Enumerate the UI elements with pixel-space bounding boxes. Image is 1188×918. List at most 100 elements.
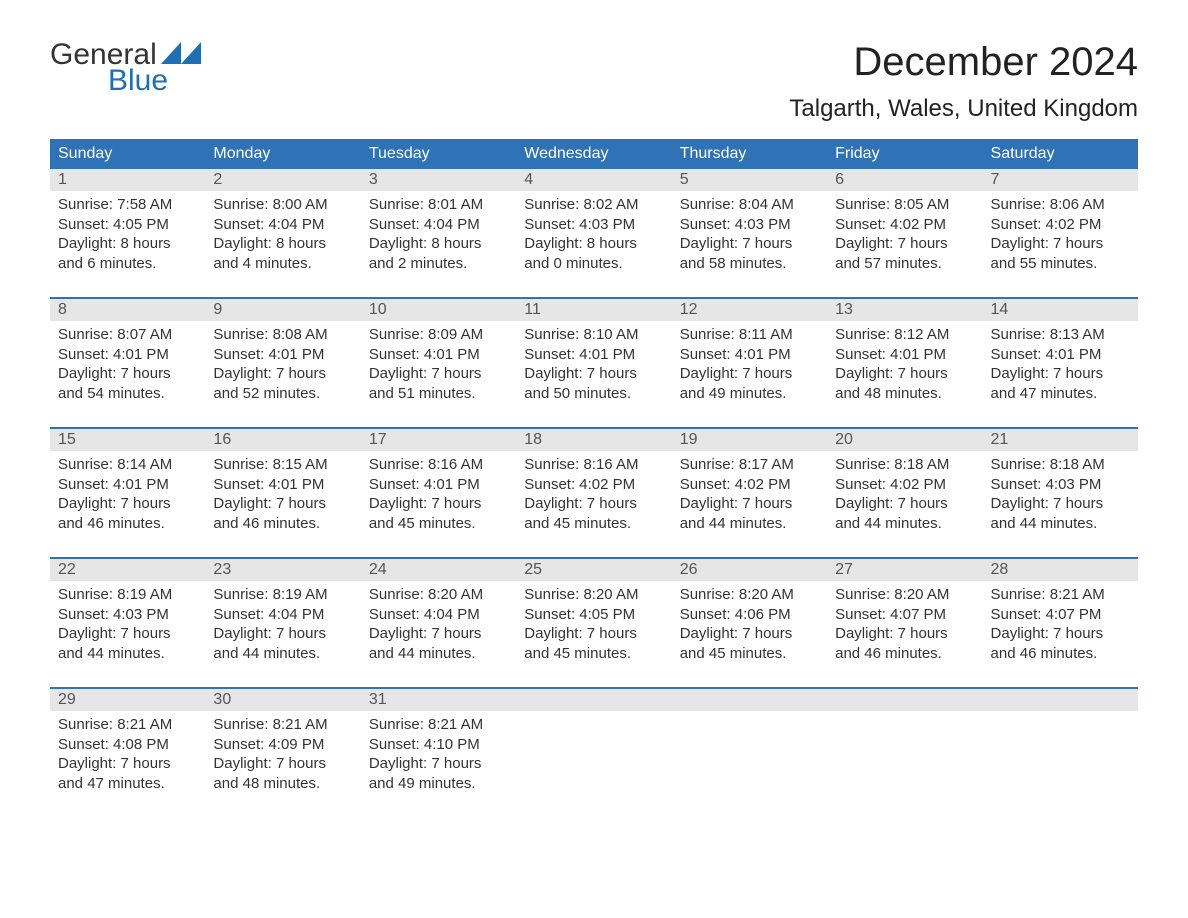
day-number: 28: [983, 559, 1138, 581]
sunset-text: Sunset: 4:01 PM: [213, 345, 352, 365]
daylight-line1: Daylight: 7 hours: [835, 494, 974, 514]
calendar-day: 31Sunrise: 8:21 AMSunset: 4:10 PMDayligh…: [361, 689, 516, 817]
daylight-line1: Daylight: 7 hours: [835, 234, 974, 254]
sunrise-text: Sunrise: 8:17 AM: [680, 455, 819, 475]
sunrise-text: Sunrise: 8:12 AM: [835, 325, 974, 345]
daylight-line1: Daylight: 7 hours: [835, 364, 974, 384]
sunset-text: Sunset: 4:03 PM: [680, 215, 819, 235]
sunrise-text: Sunrise: 8:18 AM: [991, 455, 1130, 475]
calendar-day: 20Sunrise: 8:18 AMSunset: 4:02 PMDayligh…: [827, 429, 982, 557]
calendar-day: 25Sunrise: 8:20 AMSunset: 4:05 PMDayligh…: [516, 559, 671, 687]
sunrise-text: Sunrise: 8:09 AM: [369, 325, 508, 345]
sunrise-text: Sunrise: 8:20 AM: [524, 585, 663, 605]
calendar-day: 11Sunrise: 8:10 AMSunset: 4:01 PMDayligh…: [516, 299, 671, 427]
sunrise-text: Sunrise: 8:19 AM: [58, 585, 197, 605]
sunset-text: Sunset: 4:05 PM: [58, 215, 197, 235]
calendar-day: 12Sunrise: 8:11 AMSunset: 4:01 PMDayligh…: [672, 299, 827, 427]
day-number: 12: [672, 299, 827, 321]
sunset-text: Sunset: 4:08 PM: [58, 735, 197, 755]
day-body: [516, 711, 671, 791]
day-body: Sunrise: 8:17 AMSunset: 4:02 PMDaylight:…: [672, 451, 827, 549]
day-number: 13: [827, 299, 982, 321]
daylight-line1: Daylight: 7 hours: [991, 234, 1130, 254]
day-body: Sunrise: 8:21 AMSunset: 4:08 PMDaylight:…: [50, 711, 205, 809]
day-body: Sunrise: 8:16 AMSunset: 4:02 PMDaylight:…: [516, 451, 671, 549]
title-block: December 2024 Talgarth, Wales, United Ki…: [789, 40, 1138, 133]
sunset-text: Sunset: 4:01 PM: [58, 475, 197, 495]
sunrise-text: Sunrise: 8:19 AM: [213, 585, 352, 605]
daylight-line1: Daylight: 7 hours: [680, 234, 819, 254]
sunset-text: Sunset: 4:02 PM: [835, 475, 974, 495]
day-number: [672, 689, 827, 711]
daylight-line2: and 45 minutes.: [680, 644, 819, 664]
day-number: 31: [361, 689, 516, 711]
day-body: Sunrise: 8:15 AMSunset: 4:01 PMDaylight:…: [205, 451, 360, 549]
calendar-day: 18Sunrise: 8:16 AMSunset: 4:02 PMDayligh…: [516, 429, 671, 557]
daylight-line1: Daylight: 7 hours: [524, 364, 663, 384]
day-body: Sunrise: 8:04 AMSunset: 4:03 PMDaylight:…: [672, 191, 827, 289]
sunrise-text: Sunrise: 8:13 AM: [991, 325, 1130, 345]
day-number: [516, 689, 671, 711]
sunset-text: Sunset: 4:01 PM: [369, 345, 508, 365]
day-body: Sunrise: 8:06 AMSunset: 4:02 PMDaylight:…: [983, 191, 1138, 289]
day-body: Sunrise: 8:10 AMSunset: 4:01 PMDaylight:…: [516, 321, 671, 419]
sunset-text: Sunset: 4:03 PM: [58, 605, 197, 625]
daylight-line2: and 46 minutes.: [991, 644, 1130, 664]
calendar-day: 3Sunrise: 8:01 AMSunset: 4:04 PMDaylight…: [361, 169, 516, 297]
daylight-line2: and 49 minutes.: [369, 774, 508, 794]
day-number: 15: [50, 429, 205, 451]
day-body: Sunrise: 8:09 AMSunset: 4:01 PMDaylight:…: [361, 321, 516, 419]
day-body: Sunrise: 8:12 AMSunset: 4:01 PMDaylight:…: [827, 321, 982, 419]
daylight-line1: Daylight: 7 hours: [213, 364, 352, 384]
day-body: Sunrise: 7:58 AMSunset: 4:05 PMDaylight:…: [50, 191, 205, 289]
calendar-day: 2Sunrise: 8:00 AMSunset: 4:04 PMDaylight…: [205, 169, 360, 297]
daylight-line2: and 44 minutes.: [991, 514, 1130, 534]
sunrise-text: Sunrise: 8:20 AM: [680, 585, 819, 605]
daylight-line2: and 51 minutes.: [369, 384, 508, 404]
day-body: [983, 711, 1138, 791]
daylight-line1: Daylight: 8 hours: [213, 234, 352, 254]
sunset-text: Sunset: 4:07 PM: [991, 605, 1130, 625]
sunset-text: Sunset: 4:04 PM: [213, 215, 352, 235]
daylight-line1: Daylight: 7 hours: [58, 494, 197, 514]
sunset-text: Sunset: 4:01 PM: [58, 345, 197, 365]
calendar-week: 22Sunrise: 8:19 AMSunset: 4:03 PMDayligh…: [50, 557, 1138, 687]
daylight-line1: Daylight: 7 hours: [680, 494, 819, 514]
sunset-text: Sunset: 4:01 PM: [680, 345, 819, 365]
sunset-text: Sunset: 4:04 PM: [369, 605, 508, 625]
sunrise-text: Sunrise: 8:11 AM: [680, 325, 819, 345]
daylight-line2: and 44 minutes.: [58, 644, 197, 664]
day-number: [983, 689, 1138, 711]
weekday-header: Sunday: [50, 139, 205, 169]
daylight-line1: Daylight: 7 hours: [58, 364, 197, 384]
sunset-text: Sunset: 4:02 PM: [680, 475, 819, 495]
daylight-line2: and 45 minutes.: [524, 644, 663, 664]
day-body: Sunrise: 8:05 AMSunset: 4:02 PMDaylight:…: [827, 191, 982, 289]
sunset-text: Sunset: 4:01 PM: [369, 475, 508, 495]
day-number: 26: [672, 559, 827, 581]
calendar-day: 27Sunrise: 8:20 AMSunset: 4:07 PMDayligh…: [827, 559, 982, 687]
daylight-line1: Daylight: 8 hours: [369, 234, 508, 254]
calendar-day: [516, 689, 671, 817]
daylight-line1: Daylight: 7 hours: [991, 494, 1130, 514]
day-number: 24: [361, 559, 516, 581]
calendar-day: 26Sunrise: 8:20 AMSunset: 4:06 PMDayligh…: [672, 559, 827, 687]
weekday-header: Wednesday: [516, 139, 671, 169]
day-number: 18: [516, 429, 671, 451]
calendar-day: 6Sunrise: 8:05 AMSunset: 4:02 PMDaylight…: [827, 169, 982, 297]
sunrise-text: Sunrise: 8:04 AM: [680, 195, 819, 215]
sunset-text: Sunset: 4:04 PM: [369, 215, 508, 235]
calendar-day: 1Sunrise: 7:58 AMSunset: 4:05 PMDaylight…: [50, 169, 205, 297]
daylight-line2: and 44 minutes.: [213, 644, 352, 664]
day-body: Sunrise: 8:19 AMSunset: 4:03 PMDaylight:…: [50, 581, 205, 679]
sunrise-text: Sunrise: 8:20 AM: [835, 585, 974, 605]
calendar-day: 22Sunrise: 8:19 AMSunset: 4:03 PMDayligh…: [50, 559, 205, 687]
calendar-week: 1Sunrise: 7:58 AMSunset: 4:05 PMDaylight…: [50, 169, 1138, 297]
daylight-line2: and 49 minutes.: [680, 384, 819, 404]
daylight-line1: Daylight: 7 hours: [213, 494, 352, 514]
sunset-text: Sunset: 4:06 PM: [680, 605, 819, 625]
day-body: Sunrise: 8:08 AMSunset: 4:01 PMDaylight:…: [205, 321, 360, 419]
daylight-line1: Daylight: 7 hours: [835, 624, 974, 644]
logo-word2: Blue: [108, 66, 201, 96]
calendar-day: 14Sunrise: 8:13 AMSunset: 4:01 PMDayligh…: [983, 299, 1138, 427]
